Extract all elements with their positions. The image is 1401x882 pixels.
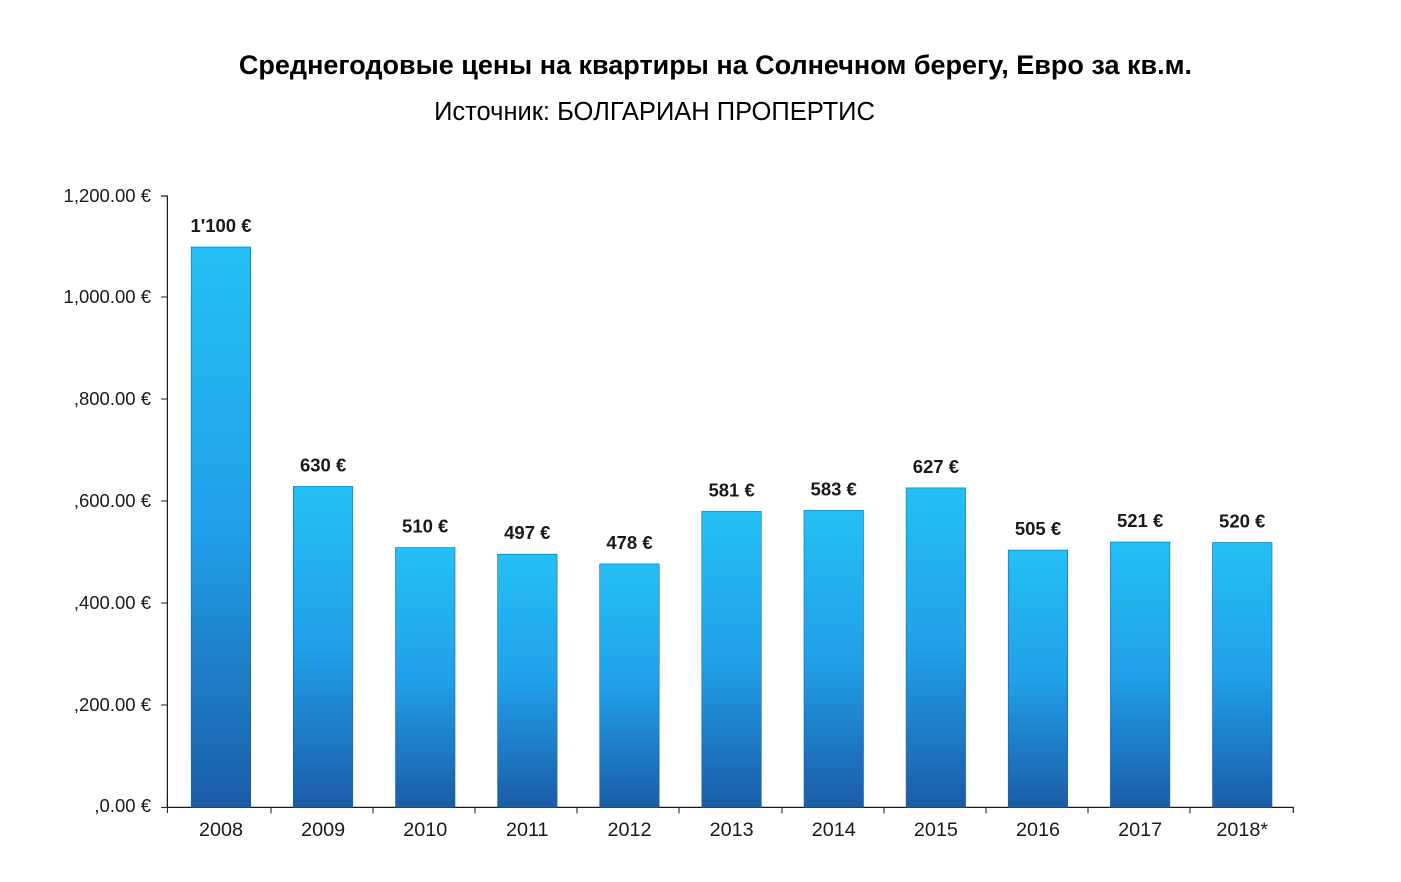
svg-text:583 €: 583 € — [811, 478, 857, 499]
svg-text:,800.00 €: ,800.00 € — [74, 388, 152, 409]
svg-text:510 €: 510 € — [402, 516, 448, 537]
svg-text:2013: 2013 — [710, 819, 754, 841]
svg-text:521 €: 521 € — [1117, 510, 1163, 531]
svg-text:581 €: 581 € — [708, 479, 754, 500]
svg-text:2016: 2016 — [1016, 819, 1060, 841]
svg-text:2010: 2010 — [403, 819, 447, 841]
svg-text:,200.00 €: ,200.00 € — [74, 694, 152, 715]
svg-text:2011: 2011 — [506, 819, 549, 841]
svg-text:,400.00 €: ,400.00 € — [74, 592, 152, 613]
svg-text:,600.00 €: ,600.00 € — [74, 490, 152, 511]
svg-text:2014: 2014 — [812, 819, 856, 841]
svg-text:,0.00 €: ,0.00 € — [94, 795, 151, 816]
svg-text:2015: 2015 — [914, 819, 958, 841]
svg-text:2009: 2009 — [301, 819, 345, 841]
svg-text:2008: 2008 — [199, 819, 243, 841]
svg-text:630 €: 630 € — [300, 454, 346, 475]
svg-text:478 €: 478 € — [606, 532, 652, 553]
svg-text:2012: 2012 — [607, 819, 651, 841]
svg-text:1,000.00 €: 1,000.00 € — [64, 286, 152, 307]
svg-text:2017: 2017 — [1118, 819, 1162, 841]
svg-text:497 €: 497 € — [504, 522, 550, 543]
svg-text:1,200.00 €: 1,200.00 € — [64, 185, 152, 206]
svg-text:505 €: 505 € — [1015, 518, 1061, 539]
svg-text:1'100 €: 1'100 € — [191, 215, 252, 236]
svg-text:2018*: 2018* — [1216, 819, 1268, 841]
svg-text:520 €: 520 € — [1219, 511, 1265, 532]
svg-text:627 €: 627 € — [913, 456, 959, 477]
